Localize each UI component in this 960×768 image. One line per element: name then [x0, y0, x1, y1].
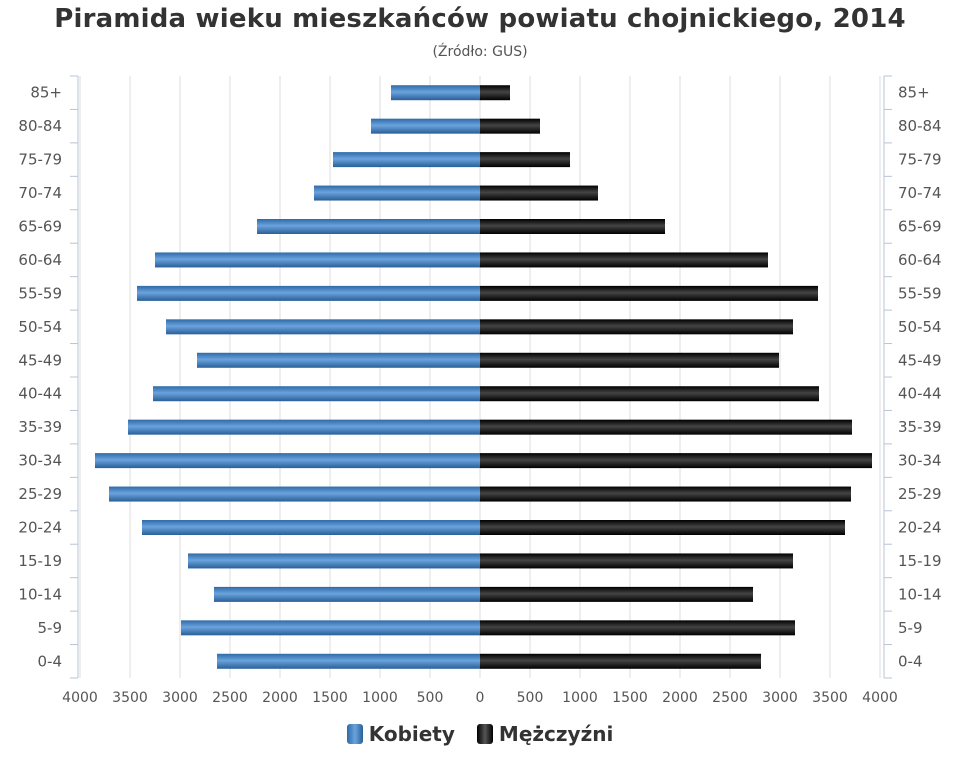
- category-label-right: 25-29: [898, 485, 942, 503]
- legend-swatch-kobiety: [346, 724, 363, 744]
- category-label-left: 45-49: [18, 351, 62, 369]
- x-tick-label: 1000: [562, 690, 598, 706]
- x-tick-label: 1500: [612, 690, 648, 706]
- category-label-right: 50-54: [898, 318, 942, 336]
- category-label-right: 45-49: [898, 351, 942, 369]
- category-label-left: 25-29: [18, 485, 62, 503]
- x-tick-label: 500: [417, 690, 444, 706]
- bar-kobiety[interactable]: [166, 319, 480, 335]
- x-tick-label: 4000: [862, 690, 898, 706]
- category-label-right: 40-44: [898, 385, 942, 403]
- chart-legend: Kobiety Mężczyźni: [0, 722, 960, 746]
- legend-item-kobiety[interactable]: Kobiety: [346, 722, 455, 746]
- category-label-right: 10-14: [898, 585, 942, 603]
- x-tick-label: 3000: [162, 690, 198, 706]
- category-label-right: 80-84: [898, 117, 942, 135]
- x-tick-label: 500: [517, 690, 544, 706]
- bar-mezczyzni[interactable]: [480, 620, 795, 636]
- bar-mezczyzni[interactable]: [480, 586, 753, 602]
- chart-title: Piramida wieku mieszkańców powiatu chojn…: [54, 4, 906, 34]
- bar-mezczyzni[interactable]: [480, 453, 872, 469]
- category-label-right: 60-64: [898, 251, 942, 269]
- x-tick-label: 2500: [712, 690, 748, 706]
- bar-mezczyzni[interactable]: [480, 185, 598, 201]
- category-label-left: 50-54: [18, 318, 62, 336]
- bar-kobiety[interactable]: [153, 386, 480, 402]
- chart-subtitle: (Źródło: GUS): [432, 44, 528, 60]
- bar-mezczyzni[interactable]: [480, 520, 845, 535]
- bar-mezczyzni[interactable]: [480, 553, 793, 569]
- bar-mezczyzni[interactable]: [480, 285, 818, 301]
- bar-mezczyzni[interactable]: [480, 352, 779, 368]
- bar-kobiety[interactable]: [181, 620, 480, 636]
- x-tick-label: 0: [476, 690, 485, 706]
- bar-mezczyzni[interactable]: [480, 419, 852, 435]
- x-tick-label: 1500: [312, 690, 348, 706]
- category-label-left: 0-4: [38, 652, 63, 670]
- bar-mezczyzni[interactable]: [480, 252, 768, 268]
- bar-kobiety[interactable]: [128, 419, 480, 435]
- category-label-left: 10-14: [18, 585, 62, 603]
- category-label-left: 65-69: [18, 218, 62, 236]
- category-label-right: 30-34: [898, 452, 942, 470]
- x-tick-label: 3000: [762, 690, 798, 706]
- x-tick-label: 2000: [262, 690, 298, 706]
- category-label-right: 15-19: [898, 552, 942, 570]
- x-tick-label: 3500: [112, 690, 148, 706]
- bar-mezczyzni[interactable]: [480, 653, 761, 669]
- category-label-left: 55-59: [18, 284, 62, 302]
- bar-mezczyzni[interactable]: [480, 386, 819, 402]
- category-label-left: 60-64: [18, 251, 62, 269]
- category-label-right: 55-59: [898, 284, 942, 302]
- category-label-left: 85+: [30, 84, 62, 102]
- x-tick-label: 1000: [362, 690, 398, 706]
- bar-mezczyzni[interactable]: [480, 152, 570, 168]
- category-label-left: 5-9: [38, 619, 63, 637]
- bar-kobiety[interactable]: [371, 118, 480, 134]
- bar-kobiety[interactable]: [257, 219, 480, 234]
- x-tick-label: 2000: [662, 690, 698, 706]
- category-label-right: 35-39: [898, 418, 942, 436]
- bar-kobiety[interactable]: [214, 586, 480, 602]
- legend-label-mezczyzni: Mężczyźni: [498, 722, 614, 746]
- category-label-left: 80-84: [18, 117, 62, 135]
- category-label-right: 85+: [898, 84, 930, 102]
- category-label-left: 40-44: [18, 385, 62, 403]
- category-label-left: 70-74: [18, 184, 62, 202]
- category-label-right: 20-24: [898, 519, 942, 537]
- bar-kobiety[interactable]: [155, 252, 480, 268]
- category-label-right: 0-4: [898, 652, 923, 670]
- bar-kobiety[interactable]: [314, 185, 480, 201]
- bar-kobiety[interactable]: [142, 520, 480, 535]
- bar-mezczyzni[interactable]: [480, 486, 851, 502]
- bar-mezczyzni[interactable]: [480, 118, 540, 134]
- category-label-left: 35-39: [18, 418, 62, 436]
- category-label-left: 20-24: [18, 519, 62, 537]
- bar-kobiety[interactable]: [109, 486, 480, 502]
- bar-kobiety[interactable]: [333, 152, 480, 168]
- category-label-right: 65-69: [898, 218, 942, 236]
- bar-mezczyzni[interactable]: [480, 319, 793, 335]
- bar-kobiety[interactable]: [391, 85, 480, 101]
- category-label-right: 70-74: [898, 184, 942, 202]
- category-label-left: 30-34: [18, 452, 62, 470]
- bar-kobiety[interactable]: [137, 285, 480, 301]
- category-label-left: 15-19: [18, 552, 62, 570]
- legend-swatch-mezczyzni: [476, 724, 493, 744]
- x-tick-label: 4000: [62, 690, 98, 706]
- bar-kobiety[interactable]: [95, 453, 480, 469]
- bar-mezczyzni[interactable]: [480, 219, 665, 234]
- category-label-right: 75-79: [898, 151, 942, 169]
- bar-mezczyzni[interactable]: [480, 85, 510, 101]
- legend-item-mezczyzni[interactable]: Mężczyźni: [476, 722, 614, 746]
- category-label-right: 5-9: [898, 619, 923, 637]
- bar-kobiety[interactable]: [188, 553, 480, 569]
- legend-label-kobiety: Kobiety: [368, 722, 455, 746]
- bar-kobiety[interactable]: [217, 653, 480, 669]
- x-tick-label: 2500: [212, 690, 248, 706]
- category-label-left: 75-79: [18, 151, 62, 169]
- bar-kobiety[interactable]: [197, 352, 480, 368]
- x-tick-label: 3500: [812, 690, 848, 706]
